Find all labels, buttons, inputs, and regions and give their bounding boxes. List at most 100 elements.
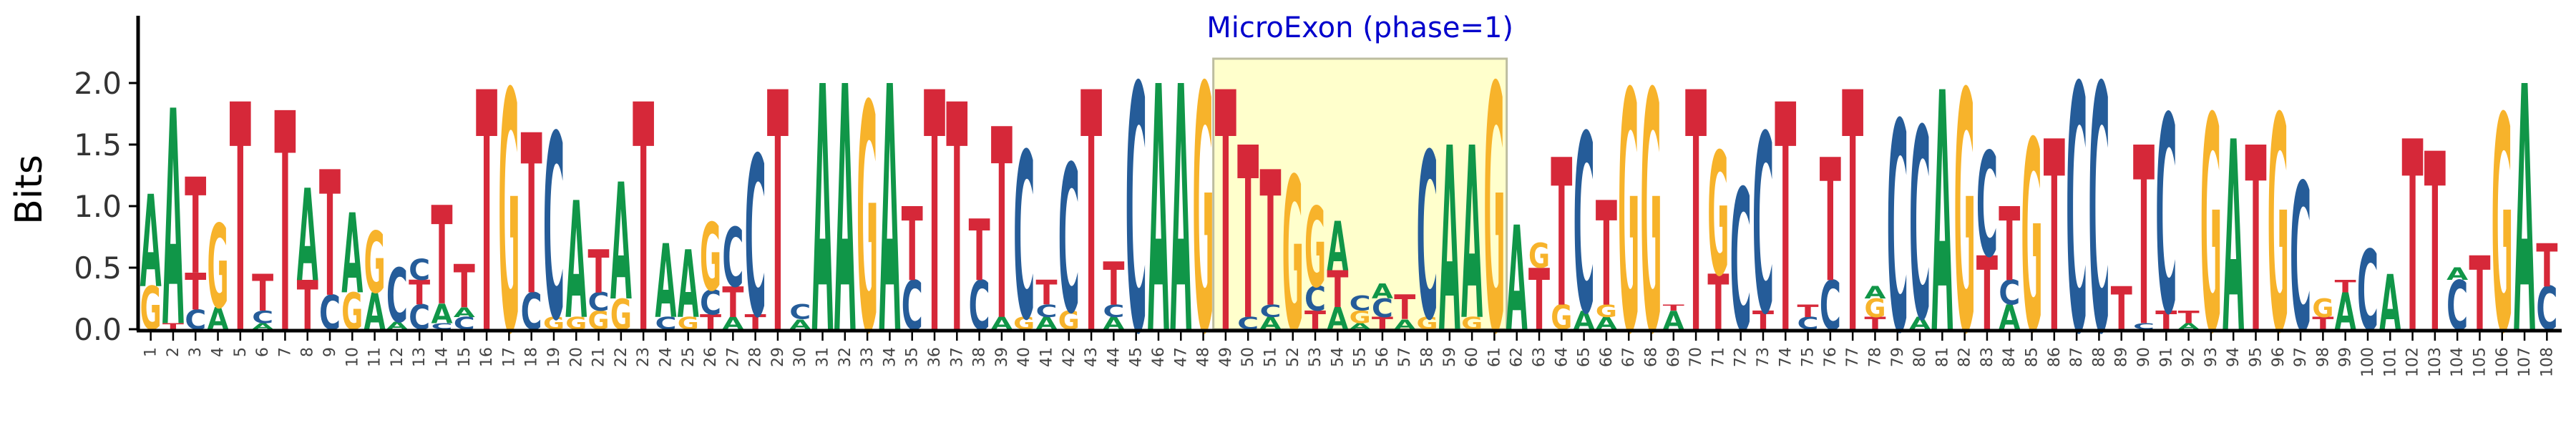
logo-letter-c: C	[1035, 301, 1057, 321]
logo-letter-t: T	[162, 321, 184, 331]
x-tick-label: 1	[142, 347, 160, 357]
logo-letter-t: T	[924, 25, 945, 408]
x-tick-label: 14	[434, 347, 452, 367]
logo-letter-t: T	[1394, 288, 1415, 328]
logo-letter-t: T	[991, 74, 1013, 379]
logo-letter-c: C	[1574, 84, 1595, 369]
logo-letter-g: G	[1640, 24, 1662, 407]
x-tick-label: 33	[859, 347, 877, 367]
x-tick-label: 43	[1083, 347, 1101, 367]
logo-letter-a: A	[565, 168, 587, 355]
logo-letter-c: C	[2066, 16, 2087, 409]
logo-letter-g: G	[208, 202, 229, 335]
x-tick-label: 74	[1777, 347, 1795, 367]
x-tick-label: 76	[1822, 347, 1840, 367]
logo-letter-c: C	[1887, 64, 1908, 398]
logo-letter-t: T	[767, 25, 789, 408]
logo-letter-a: A	[2514, 16, 2535, 409]
x-tick-label: 48	[1195, 347, 1213, 367]
logo-letter-a: A	[1148, 16, 1169, 409]
x-tick-label: 52	[1284, 347, 1302, 367]
logo-letter-t: T	[2424, 102, 2446, 387]
x-tick-label: 49	[1217, 347, 1235, 367]
x-tick-label: 27	[724, 347, 742, 367]
logo-letter-t: T	[1237, 97, 1259, 373]
x-tick-label: 55	[1352, 347, 1370, 367]
x-tick-label: 86	[2046, 347, 2064, 367]
axes: Bits	[8, 16, 2562, 333]
microexon-annotation-label: MicroExon (phase=1)	[1206, 11, 1513, 44]
logo-letter-g: G	[2492, 56, 2513, 399]
x-ticks: 1 2 3 4 5 6 7 8 9 10 11 12 13 14 15 16 17 18 19 20 21 22 23 24 2…	[142, 332, 2556, 377]
annotation-layer: MicroExon (phase=1)	[1206, 11, 1513, 331]
x-tick-label: 39	[993, 347, 1011, 367]
x-tick-label: 42	[1060, 347, 1078, 367]
logo-letter-t: T	[1327, 260, 1348, 319]
x-tick-label: 89	[2113, 347, 2131, 367]
logo-letter-c: C	[1752, 84, 1774, 369]
x-tick-label: 4	[210, 347, 228, 357]
x-tick-label: 21	[590, 347, 608, 367]
logo-letter-t: T	[588, 238, 610, 306]
x-tick-label: 77	[1844, 347, 1862, 367]
logo-letter-t: T	[1035, 273, 1057, 313]
logo-letter-a: A	[162, 50, 184, 394]
logo-letter-a: A	[879, 16, 900, 409]
x-tick-label: 36	[926, 347, 944, 367]
x-tick-label: 97	[2292, 347, 2310, 367]
logo-letter-c: C	[386, 253, 408, 340]
logo-letter-t: T	[2044, 87, 2065, 391]
logo-letter-t: T	[1103, 250, 1124, 318]
x-tick-label: 20	[567, 347, 585, 367]
logo-letter-c: C	[1304, 280, 1326, 318]
x-tick-label: 3	[187, 347, 205, 357]
x-tick-label: 5	[232, 347, 250, 357]
logo-letter-t: T	[2335, 277, 2356, 296]
logo-letter-t: T	[230, 40, 251, 404]
y-tick-label: 0.0	[74, 312, 122, 347]
logo-letter-t: T	[521, 89, 542, 344]
x-tick-label: 73	[1755, 347, 1772, 367]
x-tick-label: 56	[1374, 347, 1392, 367]
x-tick-label: 53	[1307, 347, 1324, 367]
x-tick-label: 72	[1732, 347, 1750, 367]
logo-letter-t: T	[454, 253, 475, 321]
logo-letter-t: T	[409, 273, 430, 313]
logo-letter-c: C	[409, 253, 430, 288]
logo-letter-c: C	[2290, 141, 2311, 377]
x-tick-label: 44	[1105, 347, 1123, 367]
x-tick-label: 19	[545, 347, 563, 367]
x-tick-label: 13	[411, 347, 429, 367]
logo-letter-t: T	[1551, 117, 1572, 353]
logo-letter-c: C	[1126, 16, 1147, 409]
x-tick-label: 30	[791, 347, 809, 367]
x-tick-label: 66	[1598, 347, 1616, 367]
logo-letter-c: C	[1909, 74, 1931, 379]
x-tick-label: 34	[881, 347, 899, 367]
x-tick-label: 25	[680, 347, 698, 367]
logo-letter-a: A	[341, 191, 363, 318]
logo-letter-c: C	[1730, 149, 1752, 375]
logo-letter-t: T	[185, 150, 206, 304]
logo-letter-a: A	[386, 320, 409, 331]
x-tick-label: 47	[1172, 347, 1190, 367]
logo-letter-t: T	[1797, 301, 1819, 321]
x-tick-label: 59	[1441, 347, 1459, 367]
logo-letter-g: G	[1193, 15, 1214, 409]
logo-letter-g: G	[2312, 294, 2333, 323]
logo-letter-c: C	[700, 284, 721, 323]
x-tick-label: 70	[1687, 347, 1705, 367]
x-tick-label: 50	[1239, 347, 1257, 367]
logo-letter-a: A	[454, 305, 476, 321]
logo-letter-a: A	[2223, 87, 2244, 391]
logo-letter-a: A	[140, 170, 162, 317]
logo-letter-g: G	[700, 205, 721, 313]
x-tick-label: 83	[1979, 347, 1996, 367]
logo-letter-a: A	[655, 224, 676, 341]
logo-letter-t: T	[1663, 303, 1684, 313]
x-tick-label: 41	[1038, 347, 1056, 367]
logo-letter-t: T	[1842, 25, 1863, 408]
logo-letter-t: T	[1259, 132, 1281, 349]
x-tick-label: 71	[1709, 347, 1727, 367]
